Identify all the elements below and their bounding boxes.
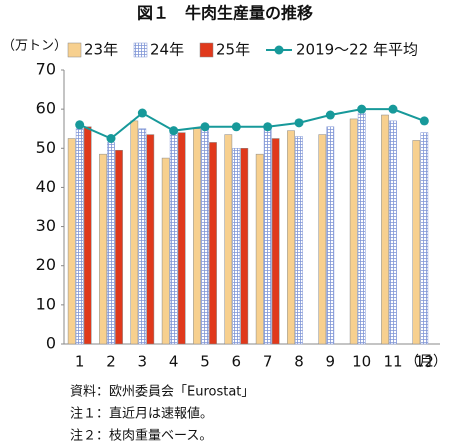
x-tick-label: 9 [326,353,336,371]
point [294,118,304,128]
bar [420,132,429,345]
bar [232,148,241,345]
x-tick-label: 1 [75,353,85,371]
bar [193,128,201,345]
line [79,108,425,140]
point [169,126,179,136]
chart-title: 図１ 牛肉生産量の推移 [137,4,313,23]
point [106,134,116,143]
bar [99,153,107,345]
point [137,108,147,118]
x-tick-label: 3 [138,353,148,371]
point [388,104,398,114]
x-tick-label: 11 [383,353,402,371]
x-tick-label: 10 [352,353,371,371]
y-tick-label: 70 [36,60,56,79]
legend-swatch [67,42,82,58]
bar [326,126,335,345]
point [200,122,210,132]
bar [201,126,209,345]
bar [115,149,123,345]
legend-label: 25年 [216,41,250,59]
y-tick-label: 10 [36,294,56,313]
note: 注２：枝肉重量ベース。 [70,428,212,444]
x-axis-label: （月） [405,354,447,370]
legend-swatch [199,42,214,58]
y-tick-label: 50 [36,138,56,157]
x-tick-label: 7 [263,353,273,371]
bar [130,120,139,345]
bar [389,120,397,345]
x-tick-label: 5 [200,353,210,371]
x-tick-label: 6 [232,353,242,371]
bar [349,118,358,345]
y-axis-label: （万トン） [2,39,67,54]
legend-marker [274,45,284,55]
x-tick-label: 4 [169,353,179,371]
bar [357,112,366,345]
y-tick-label: 20 [36,255,56,274]
bar [83,126,92,345]
point [231,122,241,132]
x-tick-label: 12 [415,353,434,371]
point [357,104,367,114]
bar [412,140,421,345]
bar [295,136,303,345]
note: 注１：直近月は速報値。 [70,406,213,422]
bar [177,132,186,345]
bar [169,128,178,345]
note: 資料：欧州委員会「Eurostat」 [70,385,254,400]
bar [240,148,249,345]
bar [107,142,115,345]
bar [255,153,264,345]
bar [271,138,280,345]
bar [287,130,295,345]
legend-swatch [133,42,148,58]
point [263,122,273,132]
y-tick-label: 30 [36,216,56,235]
bar [67,138,76,345]
legend-label: 23年 [84,41,118,59]
bar [138,128,147,345]
legend-label: 24年 [150,41,184,59]
y-tick-label: 60 [36,99,56,118]
point [75,120,85,130]
y-tick-label: 0 [46,334,56,353]
bar [209,142,217,345]
bar [161,157,170,345]
bar [224,134,233,345]
bar [75,128,84,345]
x-tick-label: 8 [294,353,304,371]
bar [146,134,155,345]
bar [263,126,272,345]
point [325,110,335,120]
x-tick-label: 2 [106,353,116,371]
bar [381,114,389,345]
bar [318,134,327,345]
point [419,116,429,126]
y-tick-label: 40 [36,177,56,196]
legend-label: 2019～22 年平均 [296,41,418,59]
